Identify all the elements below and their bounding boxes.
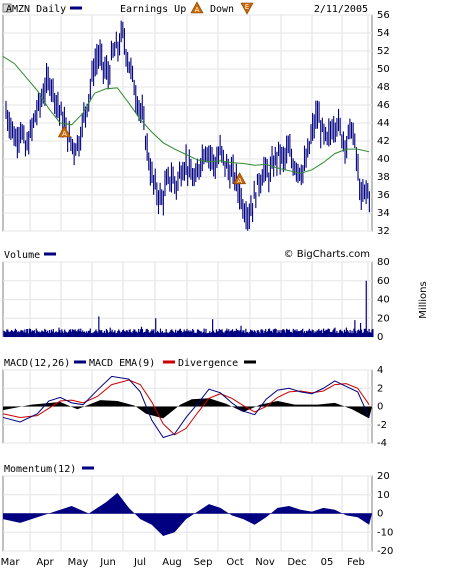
macd-ytick-label: -2	[377, 420, 387, 431]
divergence-histogram	[3, 398, 372, 419]
macd-line	[2, 375, 370, 439]
divergence-legend: Divergence	[178, 358, 238, 369]
macd-ema-legend: MACD EMA(9)	[89, 358, 155, 369]
volume-ytick-label: 80	[377, 257, 390, 268]
earnings-up-legend: Earnings Up	[120, 4, 186, 15]
x-axis-label-apr: Apr	[36, 557, 54, 568]
volume-ytick-label: 0	[377, 332, 383, 343]
price-ytick-label: 46	[377, 100, 390, 111]
moving-average-line	[2, 55, 370, 174]
ticker-box-icon	[2, 3, 12, 13]
price-ytick-label: 42	[377, 136, 390, 147]
momentum-ytick-label: 0	[377, 509, 383, 520]
price-ytick-label: 34	[377, 208, 390, 219]
earnings-up-icon: A	[190, 1, 204, 14]
x-axis-label-sep: Sep	[194, 557, 213, 568]
volume-series	[3, 280, 374, 337]
price-ytick-label: 40	[377, 154, 390, 165]
price-ytick-label: 44	[377, 118, 390, 129]
earnings-down-icon-letter: E	[245, 3, 249, 11]
earnings-marker-0-letter: A	[62, 130, 67, 138]
x-axis-label-nov: Nov	[255, 557, 275, 568]
volume-title: Volume	[4, 250, 40, 261]
x-axis-label-may: May	[68, 557, 89, 568]
macd-ytick-label: 4	[377, 365, 383, 376]
macd-title: MACD(12,26)	[4, 358, 70, 369]
x-axis-label-oct: Oct	[226, 557, 243, 568]
price-ytick-label: 56	[377, 10, 390, 21]
momentum-area	[3, 492, 372, 536]
price-ytick-label: 54	[377, 28, 390, 39]
earnings-up-icon-letter: A	[195, 6, 200, 14]
chart-date: 2/11/2005	[314, 4, 368, 15]
price-ytick-label: 52	[377, 46, 390, 57]
macd-ytick-label: 2	[377, 383, 383, 394]
x-axis-label-aug: Aug	[162, 557, 182, 568]
ema-line	[2, 379, 370, 436]
volume-ytick-label: 20	[377, 313, 390, 324]
price-ytick-label: 50	[377, 64, 390, 75]
x-axis-label-mar: Mar	[1, 557, 21, 568]
volume-ylabel: Millions	[418, 281, 429, 318]
earnings-down-icon: E	[240, 2, 254, 15]
momentum-ytick-label: -10	[377, 527, 393, 538]
price-ytick-label: 48	[377, 82, 390, 93]
momentum-title: Momentum(12)	[4, 464, 76, 475]
volume-ytick-label: 40	[377, 295, 390, 306]
x-axis-label-dec: Dec	[287, 557, 306, 568]
watermark: © BigCharts.com	[284, 249, 370, 260]
price-ytick-label: 36	[377, 190, 390, 201]
momentum-ytick-label: 20	[377, 471, 390, 482]
macd-ytick-label: 0	[377, 402, 383, 413]
momentum-ytick-label: -20	[377, 546, 393, 557]
price-ytick-label: 38	[377, 172, 390, 183]
price-series	[5, 20, 370, 231]
earnings-marker-1: A	[233, 172, 247, 185]
earnings-marker-1-letter: A	[237, 177, 242, 185]
earnings-down-legend: Down	[210, 4, 234, 15]
price-title: AMZN Daily	[6, 4, 66, 15]
x-axis-label-feb: Feb	[347, 557, 365, 568]
x-axis-label-05: 05	[321, 557, 334, 568]
x-axis-label-jun: Jun	[99, 557, 116, 568]
volume-ytick-label: 60	[377, 276, 390, 287]
x-axis-label-jul: Jul	[133, 557, 146, 568]
earnings-marker-0: A	[57, 125, 71, 138]
momentum-ytick-label: 10	[377, 490, 390, 501]
price-ytick-label: 32	[377, 226, 390, 237]
macd-ytick-label: -4	[377, 438, 387, 449]
